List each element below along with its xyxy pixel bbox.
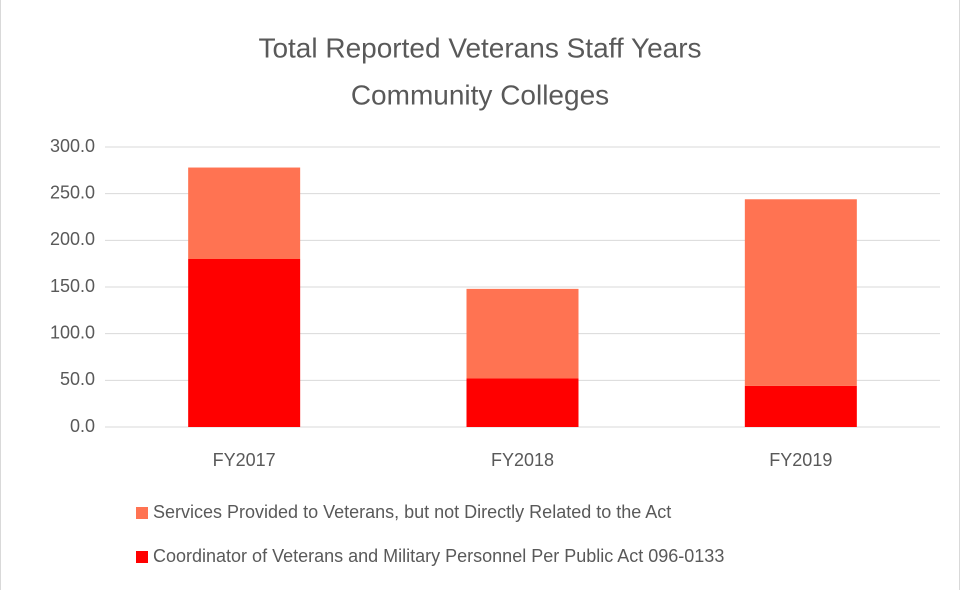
bar-segment: [744, 199, 857, 386]
bar-segment: [744, 385, 857, 427]
legend-label: Coordinator of Veterans and Military Per…: [153, 546, 724, 566]
x-tick-label: FY2019: [769, 450, 832, 470]
bar-segment: [466, 378, 579, 427]
y-tick-label: 300.0: [50, 136, 95, 156]
y-tick-label: 200.0: [50, 229, 95, 249]
y-tick-label: 50.0: [60, 369, 95, 389]
chart-title: Total Reported Veterans Staff Years: [258, 32, 701, 63]
legend-swatch: [136, 551, 148, 563]
legend-swatch: [136, 507, 148, 519]
chart-title: Community Colleges: [351, 79, 609, 110]
y-tick-label: 150.0: [50, 276, 95, 296]
bar-segment: [188, 259, 301, 427]
legend-label: Services Provided to Veterans, but not D…: [153, 502, 671, 522]
y-tick-label: 0.0: [70, 416, 95, 436]
y-tick-label: 250.0: [50, 182, 95, 202]
bar-segment: [466, 288, 579, 379]
y-tick-label: 100.0: [50, 322, 95, 342]
x-tick-label: FY2017: [213, 450, 276, 470]
x-tick-label: FY2018: [491, 450, 554, 470]
bar-segment: [188, 167, 301, 259]
